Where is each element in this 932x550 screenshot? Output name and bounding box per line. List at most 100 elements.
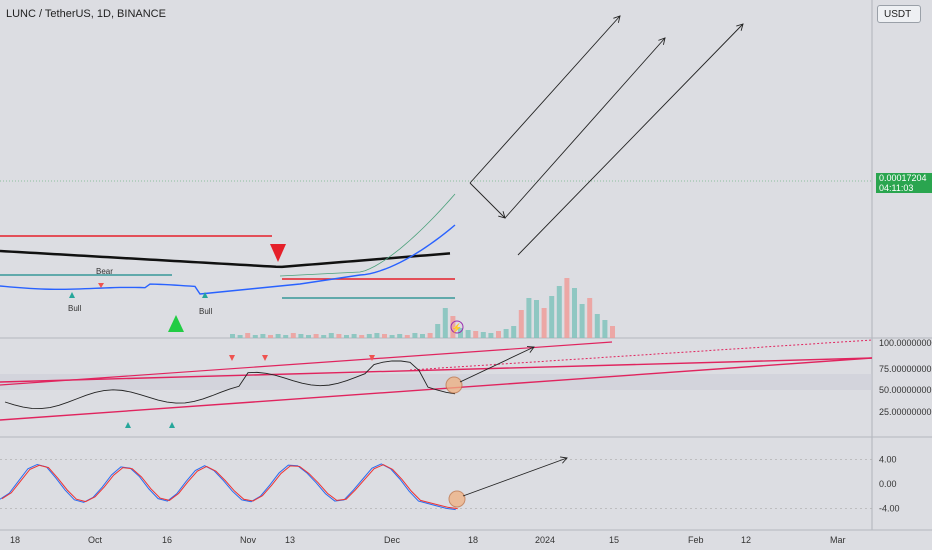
osc-bull-marker <box>125 422 131 428</box>
volume-bar <box>435 324 441 338</box>
time-tick-label: 15 <box>609 535 619 545</box>
volume-bar <box>389 335 395 338</box>
time-tick-label: 2024 <box>535 535 555 545</box>
volume-bar <box>503 329 509 338</box>
osc-tick-label: 50.00000000 <box>879 385 932 395</box>
volume-bar <box>275 334 281 338</box>
volume-bar <box>480 332 486 338</box>
volume-bar <box>572 288 577 338</box>
volume-bar <box>374 333 380 338</box>
volume-bar <box>260 334 266 338</box>
highlight-circle <box>445 376 463 394</box>
volume-bar <box>245 333 251 338</box>
channel-mid-line <box>409 339 873 371</box>
volume-bar <box>336 334 342 338</box>
momentum-line-red <box>1 464 458 510</box>
volume-bar <box>488 333 494 338</box>
volume-bar <box>465 330 471 338</box>
volume-bar <box>496 331 501 338</box>
momentum-tick-label: -4.00 <box>879 503 900 513</box>
time-tick-label: 18 <box>10 535 20 545</box>
volume-bar <box>359 335 365 338</box>
volume-bar <box>237 335 243 338</box>
time-tick-label: Mar <box>830 535 846 545</box>
time-tick-label: Feb <box>688 535 704 545</box>
osc-projection-arrow <box>459 346 535 383</box>
projection-arrow-head <box>658 37 666 45</box>
bar-countdown: 04:11:03 <box>879 183 914 193</box>
volume-bar <box>602 320 608 338</box>
volume-bar <box>610 326 615 338</box>
volume-bar <box>366 334 372 338</box>
osc-tick-label: 25.00000000 <box>879 407 932 417</box>
volume-bar <box>526 298 532 338</box>
volume-bar <box>283 335 289 338</box>
volume-bar <box>534 300 539 338</box>
ma-200-line <box>0 249 451 269</box>
volume-bar <box>473 331 479 338</box>
volume-bar <box>511 326 517 338</box>
time-tick-label: Dec <box>384 535 401 545</box>
bull-marker <box>202 292 208 298</box>
volume-bar <box>412 333 418 338</box>
volume-bar <box>549 296 555 338</box>
volume-bar <box>290 333 296 338</box>
osc-bull-marker <box>169 422 175 428</box>
volume-bar <box>450 316 456 338</box>
ema-blue-line <box>0 224 456 295</box>
volume-bar <box>321 335 327 338</box>
time-tick-label: Nov <box>240 535 257 545</box>
momentum-tick-label: 0.00 <box>879 479 897 489</box>
volume-bar <box>458 328 463 338</box>
time-tick-label: 18 <box>468 535 478 545</box>
currency-selector[interactable]: USDT <box>877 5 921 23</box>
momentum-line-blue <box>0 463 456 511</box>
projection-arrow <box>504 37 666 219</box>
ema-green-line <box>279 193 456 277</box>
last-price-badge: 0.00017204 04:11:03 <box>876 173 932 193</box>
channel-top-line <box>0 357 873 383</box>
channel-top-line <box>0 341 613 386</box>
time-tick-label: 16 <box>162 535 172 545</box>
osc-tick-label: 75.00000000 <box>879 364 932 374</box>
projection-arrow-head <box>736 23 744 31</box>
volume-bar <box>420 334 425 338</box>
time-tick-label: Oct <box>88 535 103 545</box>
osc-bear-marker <box>262 355 268 361</box>
momentum-projection-arrow <box>462 457 568 497</box>
volume-bar <box>230 334 235 338</box>
momentum-projection-arrow-head <box>560 456 568 464</box>
projection-arrow <box>469 15 621 184</box>
sell-signal-marker <box>270 244 286 262</box>
alert-icon <box>450 320 464 334</box>
symbol-title: LUNC / TetherUS, 1D, BINANCE <box>6 8 166 20</box>
time-tick-label: 12 <box>741 535 751 545</box>
momentum-tick-label: 4.00 <box>879 455 897 465</box>
osc-bear-marker <box>229 355 235 361</box>
volume-bar <box>556 286 562 338</box>
annotation-bull: Bull <box>68 304 82 313</box>
volume-bar <box>564 278 570 338</box>
volume-bar <box>442 308 448 338</box>
volume-bar <box>351 334 357 338</box>
alert-icon-glyph: ⚡ <box>451 322 462 334</box>
osc-band <box>0 374 872 390</box>
volume-bar <box>268 335 273 338</box>
projection-arrow-head <box>613 15 621 23</box>
highlight-circle <box>448 490 466 508</box>
volume-bar <box>344 335 349 338</box>
volume-bar <box>594 314 600 338</box>
volume-bar <box>313 334 319 338</box>
projection-arrow <box>469 182 506 219</box>
osc-price-line <box>4 360 456 410</box>
osc-tick-label: 100.00000000 <box>879 338 932 348</box>
osc-projection-arrow-head <box>526 346 535 353</box>
time-tick-label: 13 <box>285 535 295 545</box>
volume-bar <box>587 298 593 338</box>
projection-arrow <box>517 23 744 256</box>
annotation-bear: Bear <box>96 267 113 276</box>
volume-bar <box>404 335 410 338</box>
bear-marker <box>98 283 104 288</box>
annotation-bull: Bull <box>199 307 213 316</box>
